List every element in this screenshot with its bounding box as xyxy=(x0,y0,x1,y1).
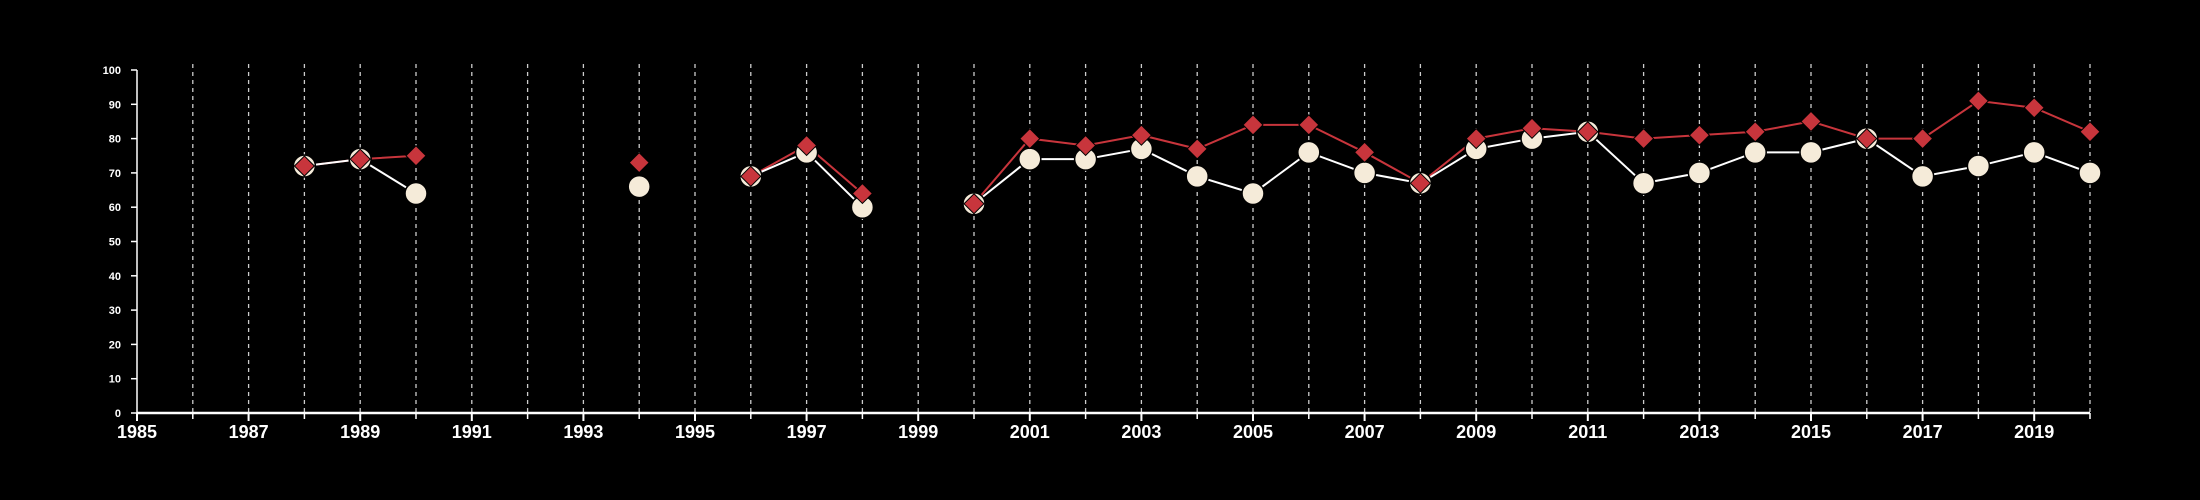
point-red-2012 xyxy=(1632,127,1655,150)
point-red-2014 xyxy=(1744,121,1766,143)
x-tick-label-2003: 2003 xyxy=(1121,422,1161,442)
point-white-2015 xyxy=(1799,140,1823,165)
point-red-2011 xyxy=(1577,121,1599,143)
point-white-1990 xyxy=(404,181,428,206)
point-red-2015 xyxy=(1800,110,1822,133)
x-tick-label-2005: 2005 xyxy=(1233,422,1273,442)
point-red-2019 xyxy=(2023,97,2045,119)
point-red-2020 xyxy=(2079,121,2101,143)
point-red-2007 xyxy=(1353,141,1376,164)
point-red-2001 xyxy=(1019,127,1041,150)
point-white-2007 xyxy=(1352,161,1377,185)
y-tick-label-70: 70 xyxy=(109,168,121,180)
x-tick-label-1997: 1997 xyxy=(787,422,827,442)
axes: 0 10 20 30 40 50 60 70 80 90 100 1985 1987 1989 1991 19… xyxy=(103,65,2091,442)
y-tick-label-40: 40 xyxy=(109,271,121,283)
point-red-1996 xyxy=(740,165,762,188)
point-white-2013 xyxy=(1687,161,1712,185)
x-tick-label-1987: 1987 xyxy=(229,422,269,442)
x-tick-label-2011: 2011 xyxy=(1568,422,1607,442)
y-tick-label-60: 60 xyxy=(109,202,121,214)
y-tick-label-100: 100 xyxy=(103,65,121,77)
y-tick-label-80: 80 xyxy=(109,134,121,146)
point-red-2005 xyxy=(1242,114,1264,136)
point-red-1994 xyxy=(628,151,650,174)
y-tick-label-90: 90 xyxy=(109,99,121,111)
point-red-2009 xyxy=(1465,127,1487,150)
point-red-2013 xyxy=(1688,124,1711,146)
x-tick-label-2017: 2017 xyxy=(1903,422,1943,442)
point-red-2003 xyxy=(1130,124,1153,146)
y-tick-label-20: 20 xyxy=(109,339,121,351)
point-red-2008 xyxy=(1409,172,1432,194)
x-tick-label-1993: 1993 xyxy=(563,422,603,442)
x-tick-label-2019: 2019 xyxy=(2014,422,2054,442)
point-red-2010 xyxy=(1521,117,1543,140)
point-red-2018 xyxy=(1967,90,1990,112)
y-tick-label-0: 0 xyxy=(115,408,121,420)
x-tick-label-1995: 1995 xyxy=(675,422,715,442)
y-tick-label-50: 50 xyxy=(109,237,121,249)
point-red-1997 xyxy=(795,134,818,157)
point-white-2005 xyxy=(1241,181,1265,206)
y-tick-label-30: 30 xyxy=(109,305,121,317)
x-tick-label-2007: 2007 xyxy=(1345,422,1385,442)
point-red-2004 xyxy=(1186,138,1208,160)
y-tick-label-10: 10 xyxy=(109,374,121,386)
point-white-2017 xyxy=(1910,164,1935,189)
point-white-2012 xyxy=(1631,171,1656,195)
x-tick-label-1989: 1989 xyxy=(340,422,380,442)
point-white-2018 xyxy=(1966,154,1991,178)
point-red-1990 xyxy=(405,145,427,167)
x-tick-label-2015: 2015 xyxy=(1791,422,1831,442)
x-tick-label-1991: 1991 xyxy=(452,422,492,442)
x-tick-label-2009: 2009 xyxy=(1456,422,1496,442)
point-white-2001 xyxy=(1018,147,1042,171)
point-white-2020 xyxy=(2078,161,2102,185)
series-layer xyxy=(292,90,2102,219)
point-red-2002 xyxy=(1074,134,1097,157)
point-white-2014 xyxy=(1743,140,1767,165)
x-tick-label-1999: 1999 xyxy=(898,422,938,442)
point-red-2006 xyxy=(1298,114,1320,136)
point-red-2016 xyxy=(1856,127,1878,150)
x-tick-label-2013: 2013 xyxy=(1679,422,1719,442)
x-tick-label-1985: 1985 xyxy=(117,422,157,442)
point-red-2017 xyxy=(1911,127,1934,150)
point-red-1989 xyxy=(349,148,371,170)
point-red-1998 xyxy=(851,182,874,205)
point-white-1994 xyxy=(627,174,651,199)
x-tick-label-2001: 2001 xyxy=(1010,422,1050,442)
point-white-2006 xyxy=(1297,140,1321,165)
point-white-2004 xyxy=(1185,164,1209,189)
point-red-1988 xyxy=(293,155,316,177)
point-white-2019 xyxy=(2022,140,2046,165)
point-red-2000 xyxy=(963,193,985,215)
